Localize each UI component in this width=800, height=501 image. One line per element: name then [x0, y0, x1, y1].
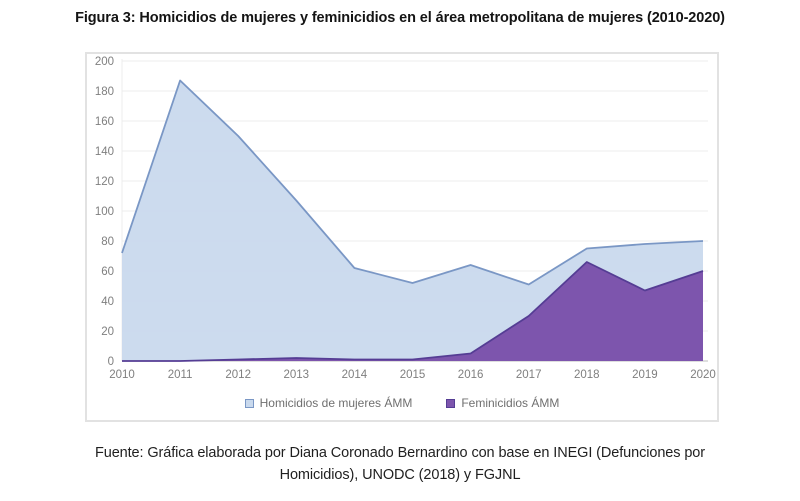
legend-item-feminicidios: Feminicidios ÁMM — [446, 396, 559, 410]
chart-area: 0 20 40 60 80 100 120 140 160 180 200 2010 2011 2012 2… — [85, 52, 719, 422]
legend-item-homicidios: Homicidios de mujeres ÁMM — [244, 396, 413, 410]
y-tick-label: 0 — [108, 356, 114, 368]
x-tick-label: 2012 — [225, 369, 251, 381]
legend-swatch-homicidios — [244, 398, 254, 408]
x-tick-label: 2013 — [284, 369, 310, 381]
y-tick-label: 160 — [95, 116, 114, 128]
x-tick-label: 2020 — [690, 369, 716, 381]
line-series-1 — [122, 261, 704, 362]
x-tick-label: 2018 — [574, 369, 600, 381]
y-tick-label: 40 — [101, 296, 114, 308]
x-tick-label: 2016 — [458, 369, 484, 381]
chart-legend: Homicidios de mujeres ÁMM Feminicidios Á… — [87, 396, 717, 410]
legend-swatch-feminicidios — [446, 398, 456, 408]
figure-source: Fuente: Gráfica elaborada por Diana Coro… — [94, 445, 706, 484]
y-tick-label: 180 — [95, 86, 114, 98]
y-tick-label: 140 — [95, 146, 114, 158]
legend-label-feminicidios: Feminicidios ÁMM — [461, 396, 560, 410]
y-tick-label: 60 — [101, 266, 114, 278]
x-tick-label: 2011 — [168, 369, 193, 381]
legend-label-homicidios: Homicidios de mujeres ÁMM — [259, 396, 413, 410]
y-tick-label: 20 — [101, 326, 114, 338]
y-tick-label: 100 — [95, 206, 114, 218]
x-tick-label: 2010 — [109, 369, 135, 381]
figure-title: Figura 3: Homicidios de mujeres y femini… — [75, 10, 725, 26]
area-series-1 — [122, 262, 703, 361]
y-tick-label: 200 — [95, 56, 114, 68]
y-tick-label: 80 — [101, 236, 114, 248]
area-chart: 0 20 40 60 80 100 120 140 160 180 200 2010 2011 2012 2… — [95, 56, 716, 381]
x-tick-label: 2015 — [400, 369, 426, 381]
y-tick-label: 120 — [95, 176, 114, 188]
x-tick-label: 2017 — [516, 369, 542, 381]
line-series-0 — [121, 79, 704, 286]
x-tick-label: 2019 — [632, 369, 658, 381]
x-tick-label: 2014 — [342, 369, 368, 381]
